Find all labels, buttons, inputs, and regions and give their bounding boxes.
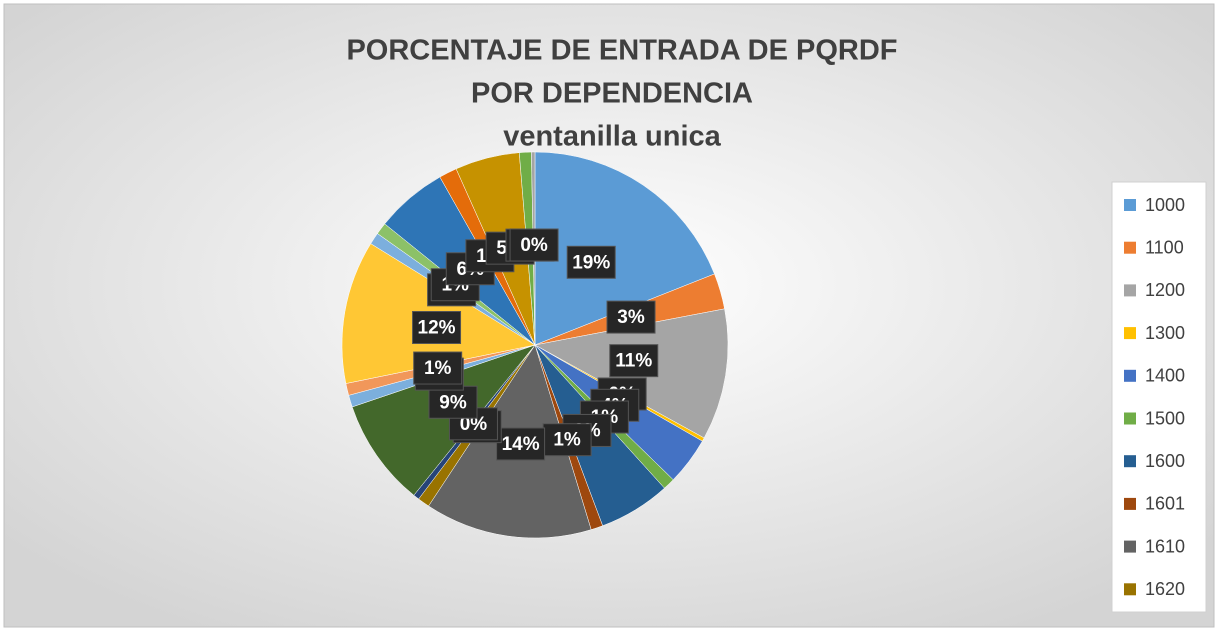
legend-swatch bbox=[1124, 241, 1136, 254]
data-label-text: 0% bbox=[520, 235, 548, 256]
data-label: 9% bbox=[428, 385, 478, 419]
data-label-text: 14% bbox=[502, 434, 540, 455]
data-label-text: 9% bbox=[439, 392, 467, 413]
legend-swatch bbox=[1124, 284, 1136, 297]
legend-swatch bbox=[1124, 540, 1136, 553]
legend-label: 1500 bbox=[1145, 408, 1185, 428]
legend-swatch bbox=[1124, 412, 1136, 425]
legend-label: 1601 bbox=[1145, 494, 1185, 514]
legend-label: 1400 bbox=[1145, 366, 1185, 386]
data-label-box bbox=[496, 427, 546, 461]
data-label: 12% bbox=[412, 310, 462, 344]
data-label-text: 11% bbox=[615, 351, 652, 372]
legend-label: 1620 bbox=[1145, 579, 1185, 599]
pie-slice bbox=[351, 344, 536, 496]
legend-label: 1100 bbox=[1145, 237, 1184, 257]
legend-swatch bbox=[1124, 327, 1136, 340]
data-label-box bbox=[609, 344, 659, 378]
data-label-text: 0% bbox=[460, 414, 488, 435]
legend-label: 1600 bbox=[1145, 451, 1185, 471]
data-label-box bbox=[428, 385, 478, 419]
legend-swatch bbox=[1124, 455, 1136, 468]
data-label-text: 3% bbox=[617, 307, 645, 328]
legend-label: 1200 bbox=[1145, 280, 1185, 300]
legend-swatch bbox=[1124, 583, 1136, 596]
data-label-box bbox=[566, 245, 616, 279]
data-label-text: 12% bbox=[418, 318, 456, 339]
data-label-text: 1% bbox=[424, 358, 452, 379]
chart-title: ventanilla unica bbox=[503, 121, 721, 153]
legend-label: 1000 bbox=[1145, 195, 1185, 215]
legend-label: 1610 bbox=[1145, 536, 1185, 556]
data-label: 14% bbox=[496, 427, 546, 461]
chart-title: PORCENTAJE DE ENTRADA DE PQRDF bbox=[346, 35, 897, 67]
data-label-box bbox=[413, 351, 463, 385]
legend-swatch bbox=[1124, 199, 1136, 211]
data-label: 3% bbox=[606, 300, 656, 334]
data-label-text: 1% bbox=[553, 430, 581, 451]
data-label-box bbox=[412, 310, 462, 344]
legend-label: 1300 bbox=[1145, 323, 1185, 343]
data-label: 11% bbox=[609, 344, 659, 378]
data-label: 1% bbox=[542, 423, 592, 457]
chart-title: POR DEPENDENCIA bbox=[471, 78, 753, 110]
data-label-box bbox=[509, 228, 559, 262]
data-label-box bbox=[606, 300, 656, 334]
legend-swatch bbox=[1124, 369, 1136, 382]
pie-slice bbox=[534, 151, 715, 346]
legend-swatch bbox=[1124, 497, 1136, 510]
data-label: 0% bbox=[509, 228, 559, 262]
data-label: 19% bbox=[566, 245, 616, 279]
data-label: 1% bbox=[413, 351, 463, 385]
data-label-box bbox=[542, 423, 592, 457]
data-label-text: 19% bbox=[572, 252, 610, 273]
